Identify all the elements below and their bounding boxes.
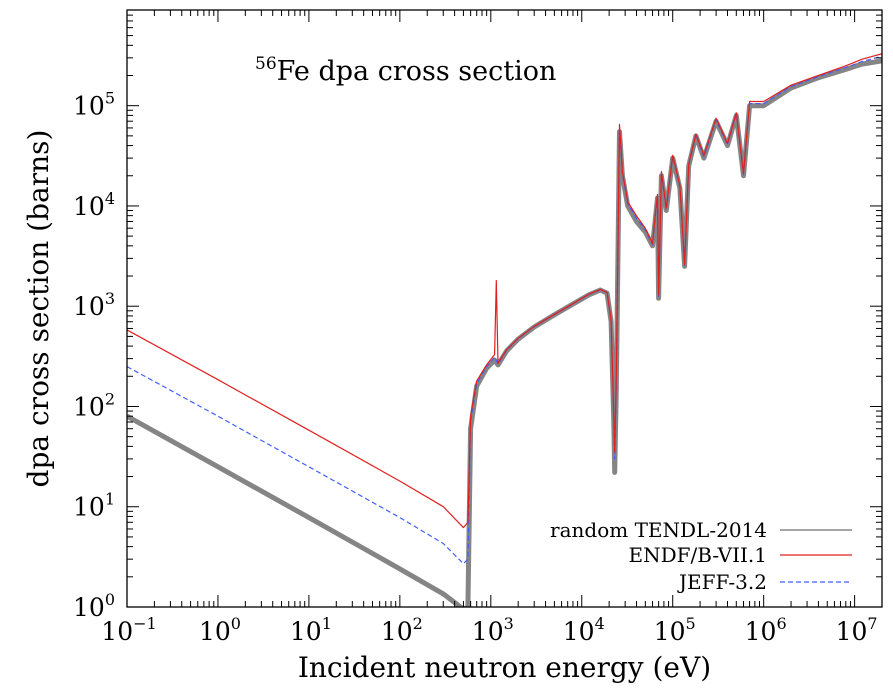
x-tick-label: 107 [836,614,878,646]
x-tick-label: 101 [290,614,332,646]
axis-tick-labels: 10−1 100 101 102 103 104 105 106 107100101102103… [73,89,878,646]
x-tick-label: 105 [654,614,696,646]
series-line-2 [127,55,882,565]
plot-frame [126,9,883,608]
plot-content [127,53,882,607]
y-tick-label: 104 [73,189,115,221]
axis-ticks [126,9,883,608]
y-tick-label: 101 [73,490,115,522]
y-tick-label: 102 [73,389,115,421]
chart-title: 56Fe dpa cross section [255,54,556,87]
x-tick-label: 10−1 [101,614,156,646]
title-superscript: 56 [255,54,277,74]
x-tick-label: 106 [745,614,787,646]
x-tick-label: 100 [199,614,241,646]
legend-label: random TENDL-2014 [550,518,767,542]
y-tick-label: 105 [73,89,115,121]
legend-label: JEFF-3.2 [677,570,767,594]
legend-label: ENDF/B-VII.1 [629,543,767,567]
x-tick-label: 103 [472,614,514,646]
x-tick-label: 102 [381,614,423,646]
x-tick-label: 104 [563,614,605,646]
y-tick-label: 103 [73,289,115,321]
title-text: Fe dpa cross section [277,56,557,87]
y-tick-label: 100 [73,590,115,622]
series-line-0 [127,58,882,607]
series-line-1 [127,53,882,529]
x-axis-label: Incident neutron energy (eV) [298,651,711,684]
y-axis-label: dpa cross section (barns) [22,130,55,488]
